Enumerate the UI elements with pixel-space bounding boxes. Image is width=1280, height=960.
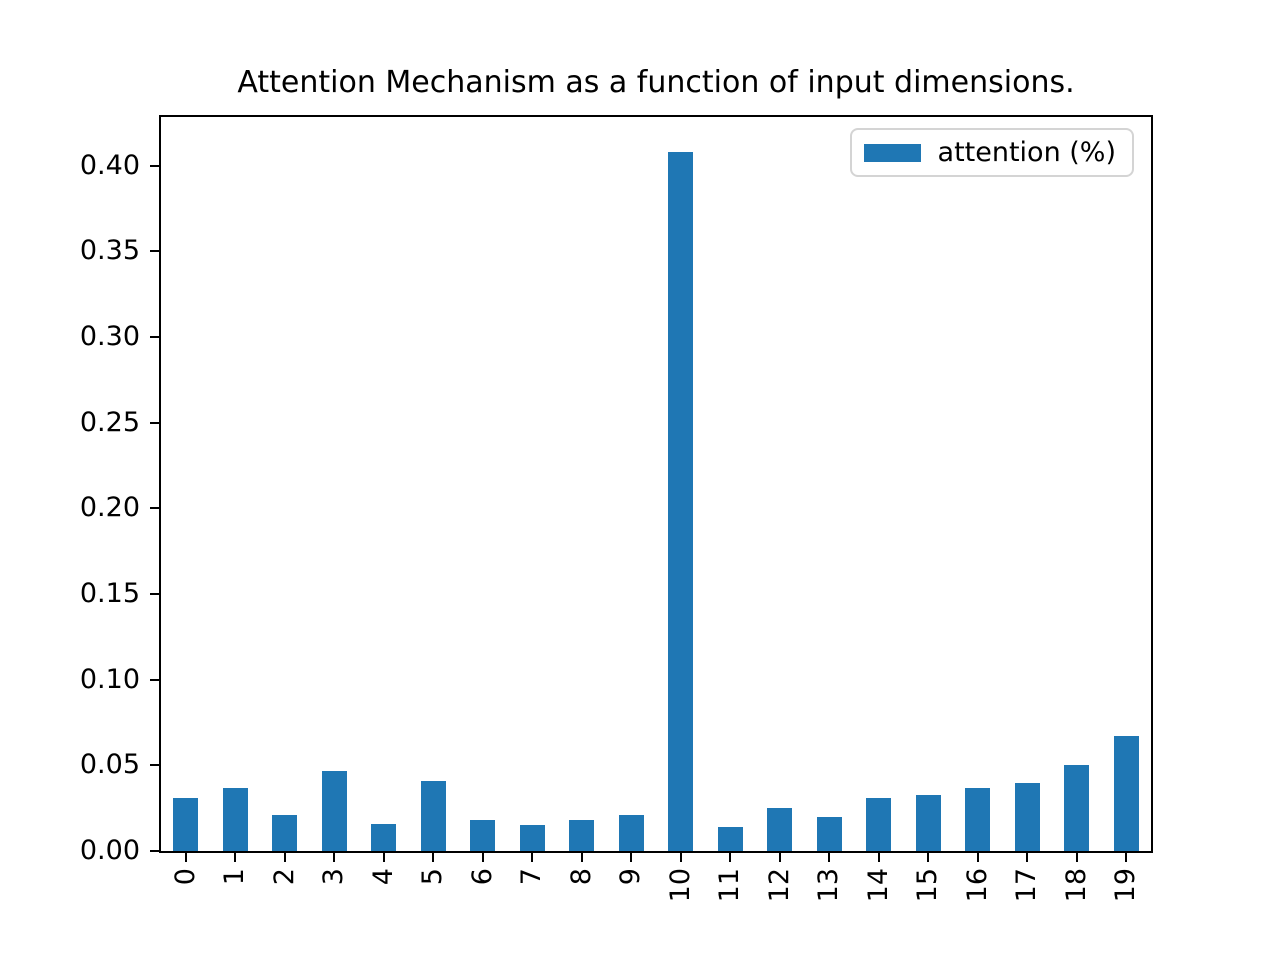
y-tick-mark <box>150 850 159 852</box>
x-tick-mark <box>630 853 633 862</box>
bar-11 <box>717 827 743 851</box>
x-tick-mark <box>333 853 336 862</box>
x-tick-mark <box>778 853 781 862</box>
y-tick-label: 0.40 <box>79 149 140 181</box>
chart-title: Attention Mechanism as a function of inp… <box>237 65 1075 100</box>
y-tick-mark <box>150 507 159 510</box>
legend-swatch <box>863 143 921 162</box>
bar-3 <box>321 770 347 851</box>
x-tick-mark <box>877 853 880 862</box>
y-tick-mark <box>150 678 159 681</box>
y-tick-label: 0.10 <box>79 663 140 695</box>
x-tick-mark <box>1075 853 1078 862</box>
bar-7 <box>519 825 545 851</box>
x-tick-mark <box>927 853 930 862</box>
bar-8 <box>569 820 595 851</box>
bar-0 <box>173 797 199 851</box>
x-tick-mark <box>679 853 682 862</box>
bar-14 <box>866 797 892 851</box>
y-tick-label: 0.15 <box>79 578 140 609</box>
x-tick-mark <box>234 853 237 862</box>
y-tick-mark <box>150 336 159 338</box>
x-tick-mark <box>283 853 286 862</box>
legend: attention (%) <box>849 128 1134 177</box>
y-tick-label: 0.35 <box>79 235 140 267</box>
y-tick-label: 0.00 <box>79 835 140 866</box>
bar-13 <box>816 816 842 851</box>
y-tick-mark <box>150 421 159 424</box>
bar-6 <box>470 820 496 851</box>
y-tick-label: 0.05 <box>79 749 140 781</box>
plot-area: attention (%) <box>159 115 1153 853</box>
bar-12 <box>767 808 793 851</box>
y-tick-label: 0.25 <box>79 406 140 438</box>
x-tick-mark <box>184 853 187 862</box>
x-tick-mark <box>580 853 583 862</box>
bar-18 <box>1064 765 1090 851</box>
y-tick-mark <box>150 593 159 595</box>
bar-1 <box>222 787 248 851</box>
y-tick-label: 0.20 <box>79 492 140 524</box>
x-tick-mark <box>976 853 979 862</box>
x-tick-mark <box>1125 853 1128 862</box>
legend-label: attention (%) <box>937 137 1116 168</box>
y-tick-label: 0.30 <box>79 321 140 352</box>
bar-16 <box>965 787 991 851</box>
bar-15 <box>915 794 941 851</box>
bar-17 <box>1014 782 1040 851</box>
x-tick-mark <box>531 853 534 862</box>
x-tick-mark <box>432 853 435 862</box>
bar-9 <box>618 815 644 851</box>
x-tick-mark <box>1026 853 1029 862</box>
x-tick-mark <box>382 853 385 862</box>
bar-5 <box>420 780 446 851</box>
bar-10 <box>668 152 694 851</box>
x-tick-mark <box>729 853 732 862</box>
y-tick-mark <box>150 164 159 167</box>
bar-19 <box>1113 736 1139 851</box>
y-tick-mark <box>150 764 159 767</box>
x-tick-mark <box>481 853 484 862</box>
y-tick-mark <box>150 250 159 253</box>
bar-2 <box>272 815 298 851</box>
bar-4 <box>371 823 397 851</box>
x-tick-mark <box>828 853 831 862</box>
